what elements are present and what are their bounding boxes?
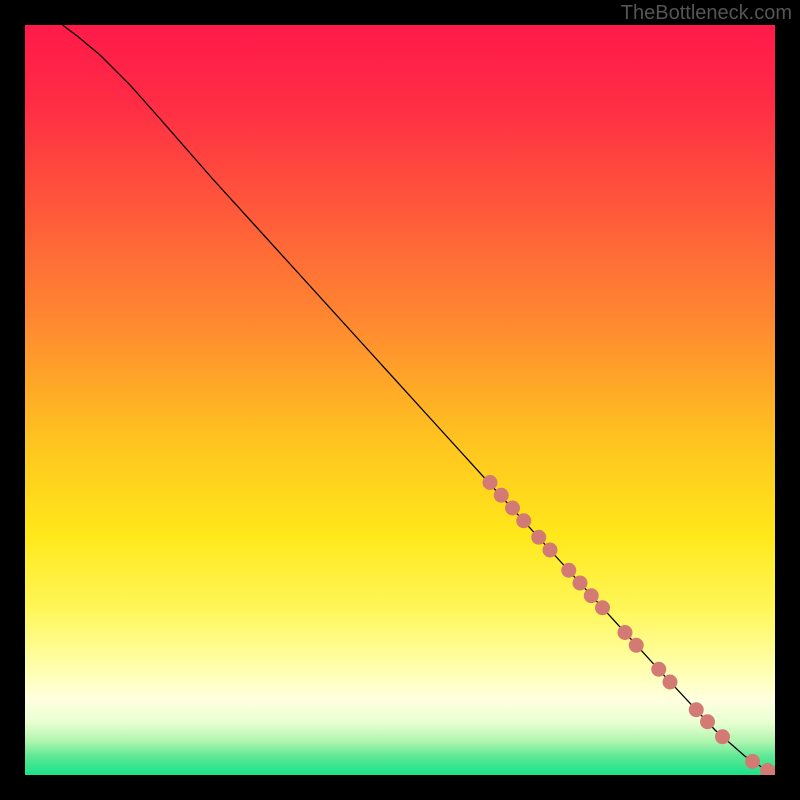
marker-point xyxy=(517,514,531,528)
marker-point xyxy=(532,530,546,544)
marker-point xyxy=(562,563,576,577)
marker-point xyxy=(596,601,610,615)
marker-point xyxy=(543,543,557,557)
marker-point xyxy=(506,501,520,515)
marker-point xyxy=(663,675,677,689)
marker-point xyxy=(746,755,760,769)
watermark-text: TheBottleneck.com xyxy=(621,2,792,25)
markers-group xyxy=(483,476,775,776)
marker-point xyxy=(494,488,508,502)
marker-point xyxy=(716,730,730,744)
marker-point xyxy=(483,476,497,490)
curve-line xyxy=(63,25,768,771)
marker-point xyxy=(652,662,666,676)
marker-point xyxy=(629,638,643,652)
chart-container: TheBottleneck.com xyxy=(0,0,800,800)
marker-point xyxy=(689,703,703,717)
marker-point xyxy=(573,576,587,590)
plot-area xyxy=(25,25,775,775)
marker-point xyxy=(701,715,715,729)
curve-layer xyxy=(25,25,775,775)
marker-point xyxy=(618,626,632,640)
marker-point xyxy=(584,589,598,603)
